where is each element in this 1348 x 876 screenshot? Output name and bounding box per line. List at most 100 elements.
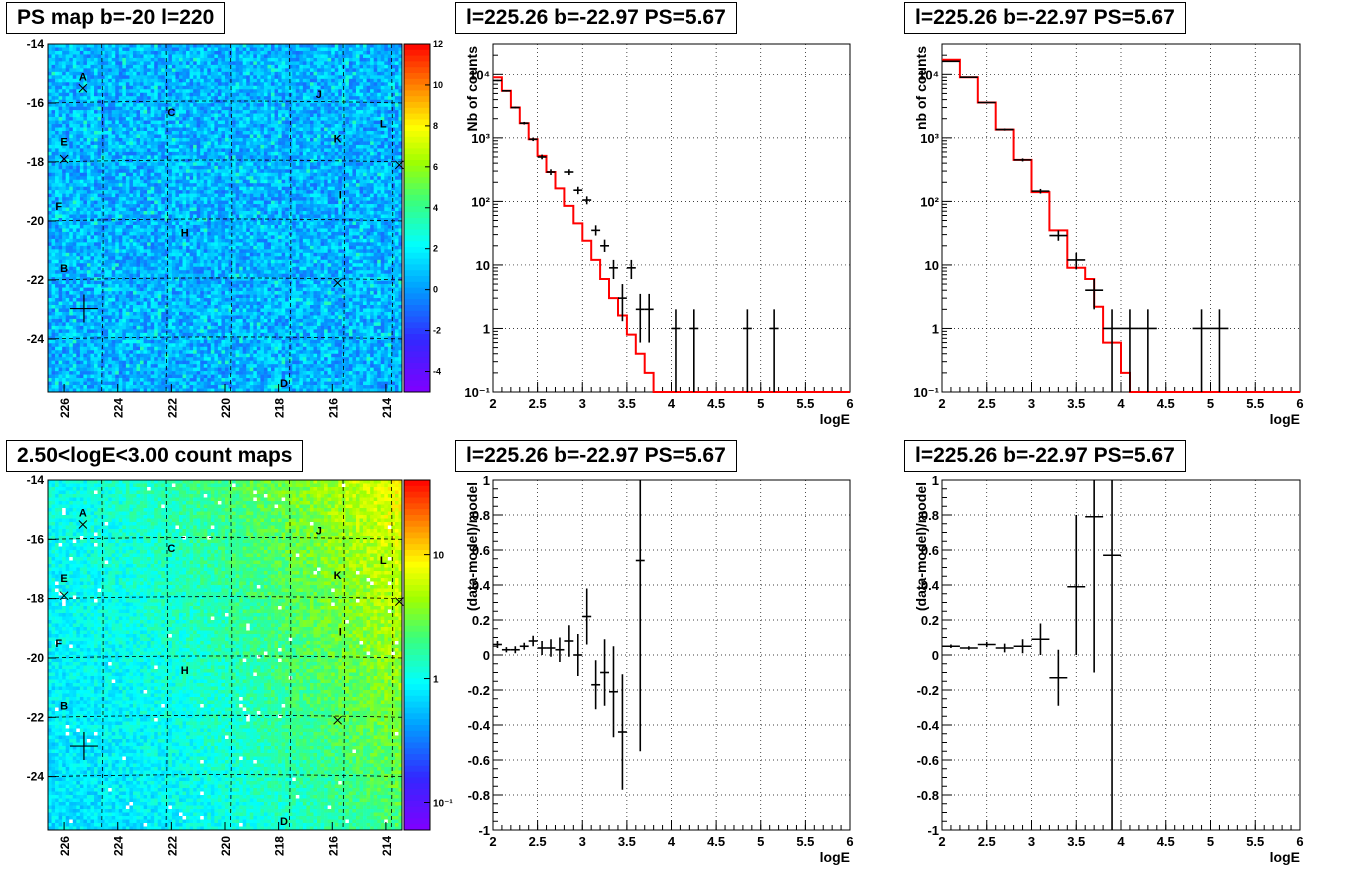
source-x-marker [78, 83, 88, 93]
y-tick-label: -14 [27, 473, 45, 487]
colorbar-tick-label: 10 [433, 80, 443, 90]
x-axis-label: logE [820, 411, 850, 427]
data-points [493, 79, 779, 392]
plot-background [493, 44, 850, 392]
x-tick-label: 5.5 [1246, 834, 1264, 849]
x-tick-label: 4 [668, 834, 676, 849]
data-point [564, 169, 574, 176]
y-tick-label: 0.8 [921, 508, 939, 523]
y-tick-label: -0.2 [917, 683, 939, 698]
coordinate-grid [47, 43, 403, 393]
grid-line-latitude [47, 159, 403, 163]
y-tick-label: 0 [932, 648, 939, 663]
grid-line-latitude [47, 536, 403, 540]
x-tick-label: 222 [165, 398, 179, 418]
data-point [591, 660, 601, 710]
grid-line-longitude [342, 43, 345, 393]
colorbar-tick-label: 10⁻¹ [433, 799, 453, 810]
source-label-K: K [334, 133, 342, 145]
x-tick-label: 218 [273, 836, 287, 856]
panel-title-residuals: l=225.26 b=-22.97 PS=5.67 [455, 440, 737, 472]
panel-title-spectrum: l=225.26 b=-22.97 PS=5.67 [455, 2, 737, 34]
plot-background [942, 480, 1300, 830]
x-tick-label: 4 [1117, 834, 1125, 849]
data-point [635, 293, 645, 343]
data-point [617, 284, 627, 322]
colorbar-tick-label: 2 [433, 244, 438, 254]
data-point [1103, 309, 1121, 392]
colorbar-tick-label: -2 [433, 326, 441, 336]
point-source-cross [69, 294, 98, 323]
x-tick-label: 218 [273, 398, 287, 418]
data-point [573, 186, 583, 195]
x-tick-label: 2.5 [978, 834, 996, 849]
x-tick-label: 5.5 [796, 396, 814, 411]
data-point [959, 76, 978, 79]
x-tick-label: 220 [219, 836, 233, 856]
x-tick-label: 4.5 [1157, 834, 1175, 849]
y-tick-label: -16 [27, 96, 45, 110]
y-tick-label: 0.6 [472, 543, 490, 558]
source-label-A: A [79, 71, 87, 83]
data-point [644, 293, 654, 343]
source-label-D: D [280, 378, 288, 390]
colorbar-tick-label: 0 [433, 285, 438, 295]
y-tick-label: 1 [932, 473, 939, 488]
colorbar-frame [403, 43, 431, 393]
data-point [493, 641, 502, 648]
x-tick-label: 216 [326, 398, 340, 418]
data-point [510, 646, 520, 654]
x-tick-label: 6 [1296, 834, 1303, 849]
y-tick-label: 10³ [920, 131, 939, 146]
source-label-C: C [167, 107, 175, 119]
source-label-J: J [316, 89, 322, 101]
x-axis-label: logE [1270, 849, 1300, 865]
data-point [742, 309, 752, 392]
colorbar-frame [403, 479, 431, 831]
y-tick-label: -1 [927, 823, 939, 838]
panel-title-spectrum-rebinned: l=225.26 b=-22.97 PS=5.67 [904, 2, 1186, 34]
data-point [977, 641, 996, 648]
xy-panel-1: 2 2.5 3 3.5 4 4.5 5 5.5 6 10⁻¹ 1 10 10² 10³ 10⁴ logE Nb … [464, 43, 854, 427]
x-tick-label: 4.5 [707, 834, 725, 849]
y-tick-label: -0.8 [917, 788, 939, 803]
source-label-B: B [60, 263, 68, 275]
data-point [1031, 188, 1050, 194]
x-tick-label: 216 [326, 836, 340, 856]
x-tick-label: 5 [1207, 834, 1214, 849]
x-tick-label: 5 [757, 396, 764, 411]
x-tick-label: 224 [112, 398, 126, 418]
grid-line-latitude [47, 100, 403, 104]
x-tick-label: 3.5 [618, 834, 636, 849]
data-point [582, 196, 592, 205]
data-point [959, 646, 978, 650]
x-tick-label: 4.5 [707, 396, 725, 411]
y-tick-label: -20 [27, 214, 45, 228]
grid-line-latitude [47, 714, 403, 718]
data-point [591, 225, 601, 236]
y-tick-label: -22 [27, 273, 45, 287]
x-tick-label: 224 [112, 836, 126, 856]
data-point [626, 259, 636, 280]
source-label-H: H [181, 228, 189, 240]
data-point [1049, 649, 1068, 706]
x-tick-label: 2.5 [529, 396, 547, 411]
source-label-L: L [380, 119, 387, 131]
x-tick-label: 3.5 [1067, 396, 1085, 411]
y-tick-label: 0.2 [472, 613, 490, 628]
plot-background [493, 480, 850, 830]
x-tick-label: 220 [219, 398, 233, 418]
data-point [1085, 279, 1104, 310]
y-tick-label: -0.4 [468, 718, 491, 733]
y-axis-label: (data-model)/model [913, 482, 929, 611]
source-label-F: F [55, 638, 62, 650]
x-tick-label: 6 [846, 834, 853, 849]
data-point [995, 643, 1014, 653]
data-points [493, 480, 645, 790]
grid-line-longitude [165, 479, 168, 831]
x-axis-label: logE [1270, 411, 1300, 427]
data-point [1210, 309, 1229, 392]
y-tick-label: -0.4 [917, 718, 940, 733]
y-tick-label: -0.6 [917, 753, 939, 768]
